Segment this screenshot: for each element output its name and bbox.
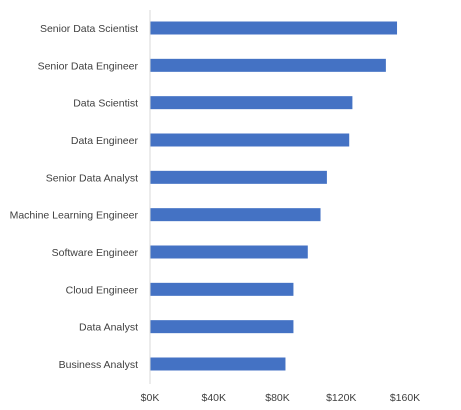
category-label: Business Analyst <box>59 359 138 371</box>
x-tick-labels: $0K $40K $80K $120K $160K <box>141 392 421 404</box>
bar <box>150 282 294 296</box>
category-label: Senior Data Scientist <box>40 23 138 35</box>
category-label: Cloud Engineer <box>66 284 139 296</box>
category-label: Senior Data Analyst <box>46 172 138 184</box>
category-label: Data Analyst <box>79 322 138 334</box>
category-labels: Senior Data Scientist Senior Data Enginee… <box>10 23 139 371</box>
category-label: Senior Data Engineer <box>38 60 139 72</box>
bar <box>150 58 386 72</box>
bar <box>150 21 398 35</box>
x-tick-label: $80K <box>265 392 290 404</box>
bar <box>150 357 286 371</box>
bars-layer <box>150 21 398 371</box>
bar <box>150 96 353 110</box>
bar <box>150 245 308 259</box>
bar <box>150 320 294 334</box>
bar <box>150 208 321 222</box>
category-label: Software Engineer <box>52 247 139 259</box>
bar <box>150 133 350 147</box>
x-tick-label: $160K <box>390 392 420 404</box>
category-label: Data Engineer <box>71 135 139 147</box>
x-tick-label: $0K <box>141 392 160 404</box>
category-label: Machine Learning Engineer <box>10 210 139 222</box>
x-tick-label: $120K <box>326 392 356 404</box>
x-tick-label: $40K <box>201 392 226 404</box>
category-label: Data Scientist <box>73 98 138 110</box>
bar <box>150 170 327 184</box>
